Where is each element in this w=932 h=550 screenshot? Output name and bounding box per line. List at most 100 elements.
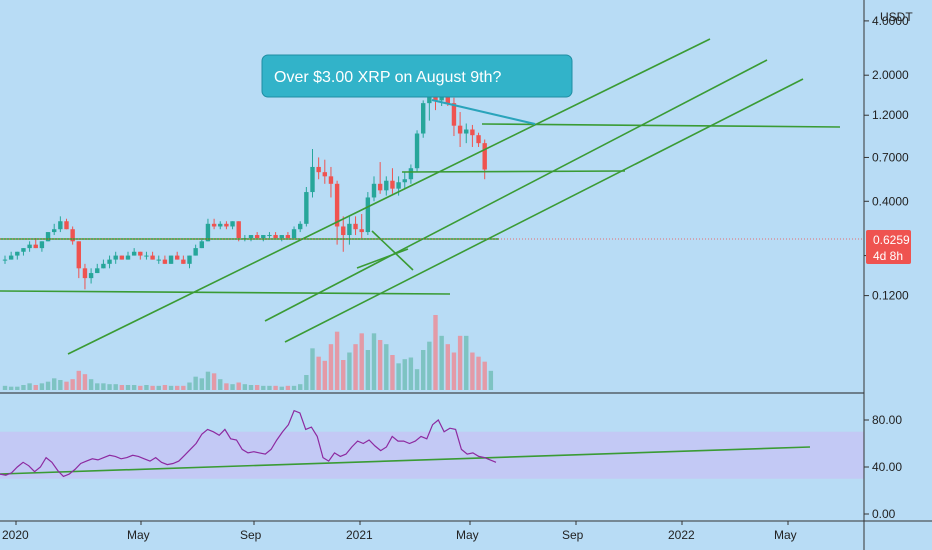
volume-bar (273, 385, 278, 390)
candle-body (236, 221, 241, 239)
triangle-upper-line[interactable] (371, 230, 414, 271)
candle (273, 232, 278, 239)
candle (267, 232, 272, 239)
volume-bar (482, 361, 487, 390)
candle (131, 248, 137, 256)
candle (181, 255, 186, 264)
annotation-callout[interactable]: Over $3.00 XRP on August 9th? (261, 54, 573, 125)
volume-bar (144, 385, 149, 390)
volume-bar (279, 386, 284, 390)
horizontal-target-line[interactable] (481, 123, 841, 128)
candle (353, 216, 358, 236)
candle-body (371, 183, 377, 198)
candle-body (211, 223, 217, 227)
candle (384, 176, 389, 196)
last-price-tag: 0.6259 4d 8h (866, 230, 911, 264)
candle-body (21, 248, 26, 252)
candle (377, 162, 383, 194)
candle-body (125, 255, 131, 260)
time-tick-label: May (127, 528, 150, 542)
candle (421, 100, 426, 138)
candle-body (279, 235, 284, 239)
candle (261, 235, 266, 242)
volume-bar (199, 378, 204, 390)
candle (341, 216, 346, 252)
volume-bar (322, 360, 327, 390)
rsi-axis[interactable]: 80.00 40.00 0.00 (864, 413, 902, 521)
candle (70, 226, 75, 245)
candle (138, 251, 143, 260)
candle (254, 232, 260, 239)
volume-bar (402, 359, 407, 390)
time-tick-label: May (456, 528, 479, 542)
candle-body (113, 255, 118, 260)
candle (236, 221, 241, 242)
candle (371, 176, 377, 202)
candle (365, 192, 371, 236)
volume-bar (261, 385, 266, 390)
candle-body (451, 103, 457, 126)
volume-bar (316, 356, 321, 390)
candle-body (285, 235, 291, 239)
callout-pointer (431, 99, 536, 125)
rsi-tick-label: 0.00 (872, 507, 896, 521)
volume-bar (156, 385, 161, 390)
callout-box[interactable] (261, 54, 573, 98)
price-tick-label: 2.0000 (872, 68, 909, 82)
volume-bar (45, 381, 51, 390)
volume-bar (291, 385, 297, 390)
volume-bar (254, 385, 260, 390)
rsi-band-layer (0, 431, 864, 479)
time-axis[interactable]: 2020 May Sep 2021 May Sep 2022 May (2, 521, 797, 542)
horizontal-support-line[interactable] (0, 290, 451, 295)
rsi-trend-line[interactable] (0, 446, 811, 475)
candle (168, 255, 174, 264)
candle-body (328, 176, 334, 184)
volume-bar (470, 352, 475, 390)
volume-bar (95, 383, 100, 390)
candle (390, 168, 395, 194)
time-tick-label: May (774, 528, 797, 542)
volume-bar (2, 385, 8, 390)
volume-bar (408, 357, 414, 390)
candle (95, 263, 100, 274)
candle (310, 148, 315, 198)
candle-body (365, 197, 371, 233)
candle-body (291, 229, 297, 239)
candle-body (33, 244, 38, 249)
volume-bar (371, 333, 377, 390)
candle (279, 235, 284, 242)
candle (205, 218, 211, 242)
candle (322, 159, 327, 184)
candle-body (359, 229, 364, 233)
volume-bar (451, 352, 457, 390)
channel-middle-line[interactable] (264, 59, 768, 322)
candle (52, 223, 57, 236)
candle-body (150, 255, 155, 260)
candle-body (131, 251, 137, 256)
candle (402, 172, 407, 189)
channel-lower-line[interactable] (284, 78, 804, 343)
candle-body (464, 129, 469, 134)
horizontal-resistance-line[interactable] (401, 170, 626, 173)
candle-body (15, 251, 20, 256)
volume-bar (15, 386, 20, 390)
price-tick-label: 0.7000 (872, 150, 909, 164)
trendline-drawings[interactable] (0, 38, 864, 475)
candle (58, 216, 63, 233)
time-tick-label: 2022 (668, 528, 695, 542)
volume-bar (236, 382, 241, 390)
triangle-lower-line[interactable] (356, 248, 409, 269)
channel-upper-line[interactable] (67, 38, 711, 355)
candle (8, 251, 14, 260)
candle-body (95, 268, 100, 274)
rsi-line (0, 409, 497, 478)
candle (464, 123, 469, 144)
candle-body (162, 259, 168, 264)
candle-body (470, 129, 475, 136)
volume-bar (138, 385, 143, 390)
candle (316, 157, 321, 180)
volume-bar (21, 385, 26, 390)
candle (347, 216, 352, 245)
